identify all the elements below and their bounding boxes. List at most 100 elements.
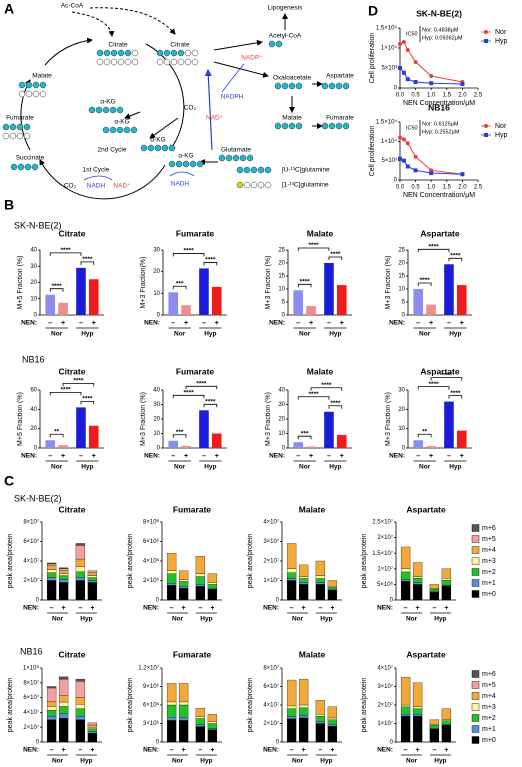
- y-tick-label: 0: [276, 598, 280, 604]
- y-tick-label: 25: [278, 248, 285, 254]
- bar-segment: [327, 717, 338, 720]
- metabolite: α-KG: [178, 153, 193, 160]
- data-point: [429, 171, 434, 176]
- carbon-atom: [168, 144, 176, 152]
- bar-segment: [87, 727, 98, 729]
- y-tick-label: 6×10⁷: [23, 694, 39, 701]
- x-tick-label: –: [416, 320, 420, 327]
- carbon-atom: [225, 154, 233, 162]
- carbon-atom: [102, 106, 110, 114]
- bar: [76, 407, 86, 448]
- carbon-atom: [250, 166, 258, 174]
- group-label: Hyp: [320, 616, 332, 623]
- data-point: [398, 66, 402, 70]
- row-label: NB16: [20, 646, 43, 656]
- bar: [324, 263, 334, 315]
- group-label: Hyp: [204, 464, 216, 471]
- x-tick-label: +: [215, 320, 219, 327]
- y-axis-label: M+3 Fraction (%): [265, 256, 272, 310]
- carbon-atom: [328, 82, 336, 90]
- bar-segment: [412, 715, 423, 743]
- x-tick-label: –: [171, 453, 175, 460]
- bar-segment: [87, 731, 98, 734]
- carbon-atom: [123, 126, 131, 134]
- bar-segment: [412, 576, 423, 579]
- legend-label: Nor: [495, 123, 507, 130]
- bar-segment: [207, 714, 218, 722]
- carbon-atom: [39, 81, 47, 89]
- x-tick-label: –: [290, 747, 294, 754]
- data-point: [405, 48, 410, 52]
- y-tick-label: 2×10⁷: [377, 534, 393, 541]
- y-tick-label: 1.5×10⁴: [376, 25, 398, 32]
- significance-bracket: [328, 256, 343, 260]
- bar: [456, 285, 467, 315]
- y-tick-label: 0: [282, 313, 286, 319]
- legend-swatch: [471, 579, 480, 587]
- bar-segment: [58, 713, 69, 719]
- carbon-atom: [196, 160, 204, 168]
- carbon-atom: [25, 90, 33, 98]
- carbon-atom: [110, 49, 118, 57]
- treatment-label: NEN:: [143, 605, 159, 612]
- metabolite: Malate: [32, 73, 52, 80]
- y-tick-label: 20: [30, 280, 37, 286]
- treatment-label: NEN:: [263, 605, 279, 612]
- y-tick-label: 10: [153, 431, 160, 437]
- y-tick-label: 0: [402, 446, 406, 452]
- bar-segment: [75, 543, 86, 546]
- bar-segment: [178, 720, 189, 743]
- x-tick-label: –: [170, 747, 174, 754]
- carbon-atom: [295, 82, 303, 90]
- carbon-atom: [161, 144, 169, 152]
- bar-segment: [195, 718, 206, 725]
- data-point: [398, 135, 402, 140]
- x-tick-label: 2.0: [458, 93, 467, 99]
- bar-segment: [58, 582, 69, 601]
- carbon-atom: [275, 40, 283, 48]
- y-tick-label: 1×10⁷: [377, 565, 393, 572]
- carbon-atom: [335, 122, 343, 130]
- arrow: [149, 117, 179, 139]
- carbon-atom: [109, 126, 117, 134]
- bar-segment: [327, 587, 338, 590]
- significance-bracket: [328, 405, 343, 409]
- carbon-atom: [116, 126, 124, 134]
- row-label: SK-N-BE(2): [14, 493, 62, 503]
- y-tick-label: 10: [398, 287, 405, 293]
- cofactor: NADH: [171, 181, 190, 188]
- bar-segment: [178, 579, 189, 582]
- legend-label: Hyp: [495, 38, 508, 45]
- bar: [211, 286, 222, 315]
- bar-segment: [58, 718, 69, 743]
- bar-segment: [315, 575, 326, 579]
- bar-segment: [412, 584, 423, 601]
- x-tick-label: 0.5: [411, 93, 420, 99]
- bar: [426, 304, 436, 315]
- bar-segment: [315, 721, 326, 724]
- carbon-atom: [232, 154, 240, 162]
- bar-segment: [178, 586, 189, 589]
- metabolite: Aspartate: [326, 73, 354, 80]
- carbon-atom: [243, 181, 251, 189]
- bar: [45, 294, 56, 315]
- carbon-atom: [177, 49, 185, 57]
- carbon-atom: [184, 49, 192, 57]
- x-tick-label: 0.0: [396, 93, 405, 99]
- bar: [413, 440, 424, 448]
- x-tick-label: 2.5: [474, 93, 483, 99]
- x-tick-label: +: [62, 747, 66, 754]
- legend-swatch: [471, 670, 480, 678]
- significance-label: ****: [450, 253, 461, 260]
- y-tick-label: 8×10⁷: [263, 665, 279, 672]
- y-tick-label: 15: [278, 274, 285, 280]
- bar-segment: [298, 576, 309, 579]
- bar: [324, 411, 334, 448]
- y-tick-label: 0: [34, 313, 38, 319]
- carbon-atom: [288, 82, 296, 90]
- chart-title: Fumarate: [176, 228, 215, 238]
- data-point: [429, 81, 434, 86]
- significance-label: ****: [184, 248, 195, 255]
- legend-swatch: [471, 736, 480, 744]
- bar-segment: [75, 681, 86, 698]
